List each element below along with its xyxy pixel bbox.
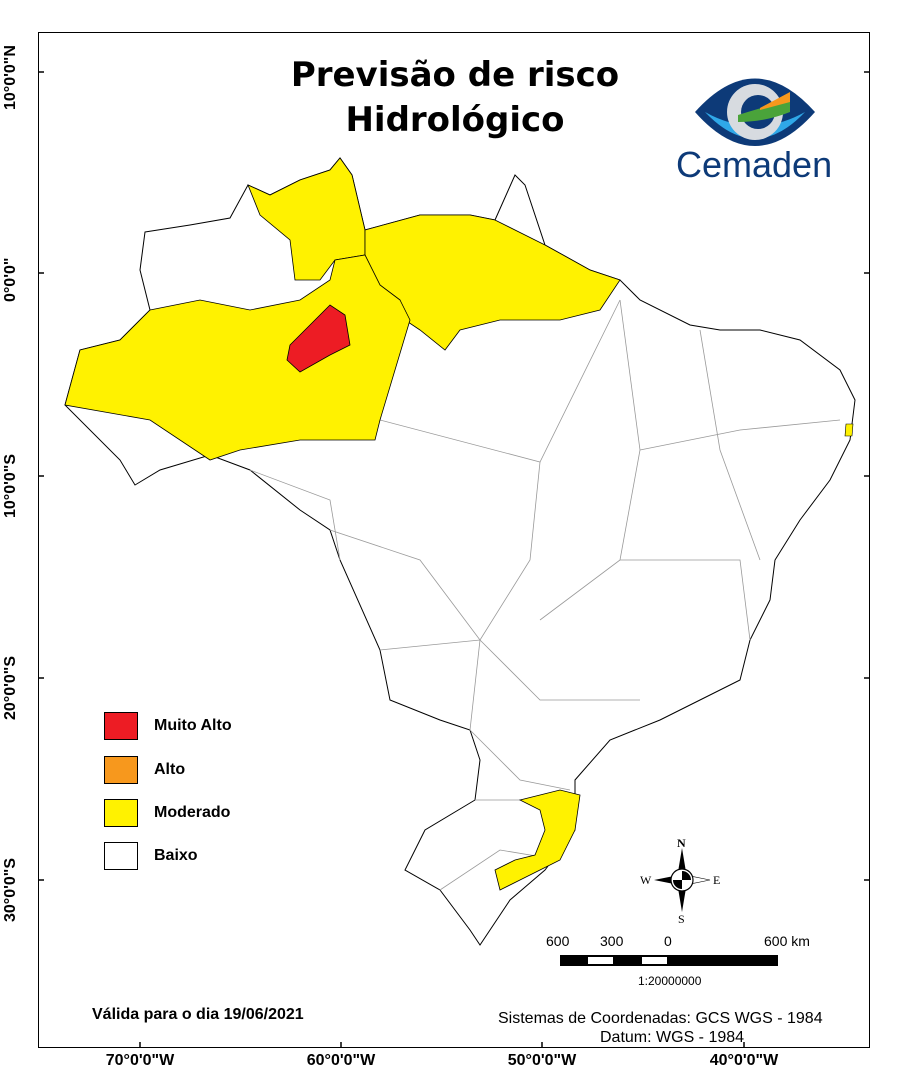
lat-label: 30°0'0"S bbox=[2, 857, 19, 922]
datum: Datum: WGS - 1984 bbox=[600, 1029, 745, 1046]
valid-date: Válida para o dia 19/06/2021 bbox=[92, 1006, 304, 1023]
legend-swatch bbox=[104, 756, 138, 784]
region-muito-alto bbox=[286, 304, 351, 373]
legend-swatch bbox=[104, 842, 138, 870]
legend-item-baixo: Baixo bbox=[104, 842, 198, 870]
legend-label: Muito Alto bbox=[154, 717, 232, 734]
lon-label: 70°0'0"W bbox=[105, 1052, 175, 1069]
title-line1: Previsão de risco bbox=[290, 55, 620, 95]
compass-n: N bbox=[677, 836, 686, 850]
logo-text: Cemaden bbox=[676, 144, 833, 185]
compass-rose bbox=[654, 848, 711, 912]
legend-item-moderado: Moderado bbox=[104, 799, 230, 827]
legend-item-alto: Alto bbox=[104, 756, 185, 784]
region-moderado-amazonas bbox=[64, 254, 411, 461]
legend-label: Alto bbox=[154, 761, 186, 778]
legend-label: Baixo bbox=[154, 847, 198, 864]
compass-s: S bbox=[678, 912, 685, 926]
scale-label: 600 bbox=[546, 933, 570, 949]
scale-label: 600 km bbox=[764, 933, 810, 949]
lon-label: 60°0'0"W bbox=[306, 1052, 376, 1069]
compass-w: W bbox=[640, 873, 652, 887]
lon-label: 50°0'0"W bbox=[507, 1052, 577, 1069]
lon-label: 40°0'0"W bbox=[709, 1052, 779, 1069]
scale-ratio: 1:20000000 bbox=[638, 974, 702, 988]
title-line2: Hidrológico bbox=[345, 100, 565, 140]
region-moderado-northeast bbox=[844, 423, 854, 437]
lat-label: 20°0'0"S bbox=[2, 655, 19, 720]
region-moderado-south bbox=[494, 789, 581, 891]
lat-label: 10°0'0"S bbox=[2, 453, 19, 518]
lat-label: 10°0'0"N bbox=[2, 45, 19, 110]
compass-e: E bbox=[713, 873, 721, 887]
map-frame bbox=[38, 32, 870, 1048]
legend-item-muito-alto: Muito Alto bbox=[104, 712, 232, 740]
legend-swatch bbox=[104, 799, 138, 827]
legend-label: Moderado bbox=[154, 804, 231, 821]
scale-label: 300 bbox=[600, 933, 624, 949]
legend-swatch bbox=[104, 712, 138, 740]
scale-bar bbox=[560, 955, 778, 966]
lat-label: 0°0'0" bbox=[2, 257, 19, 302]
scale-label: 0 bbox=[664, 933, 672, 949]
cemaden-logo bbox=[695, 78, 815, 146]
coord-system: Sistemas de Coordenadas: GCS WGS - 1984 bbox=[498, 1010, 823, 1027]
